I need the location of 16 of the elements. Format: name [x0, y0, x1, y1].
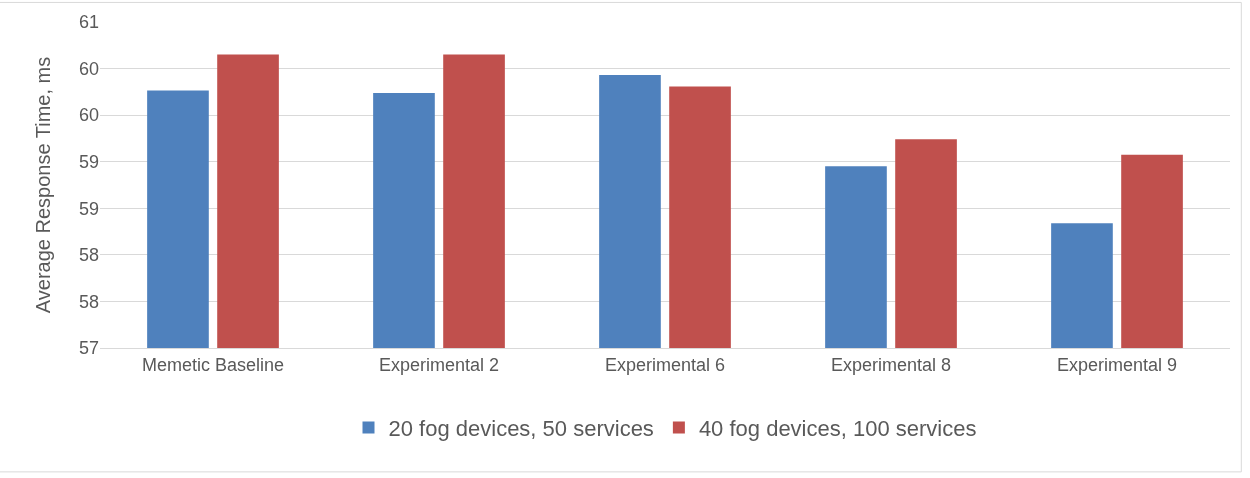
y-tick-label: 57 — [78, 338, 99, 359]
y-tick-label: 60 — [78, 58, 99, 79]
y-axis-title: Average Response Time, ms — [32, 56, 54, 314]
y-tick-label: 61 — [78, 12, 99, 33]
x-tick-label: Experimental 9 — [1056, 354, 1178, 375]
x-tick-label: Experimental 8 — [830, 354, 952, 375]
y-tick-label: 60 — [78, 105, 99, 126]
x-tick-label: Experimental 2 — [378, 354, 500, 375]
y-tick-label: 58 — [78, 291, 99, 312]
y-tick-label: 59 — [78, 198, 99, 219]
x-tick-label: Experimental 6 — [604, 354, 726, 375]
legend-label: 20 fog devices, 50 services — [388, 416, 654, 442]
x-tick-label: Memetic Baseline — [141, 354, 285, 375]
legend-label: 40 fog devices, 100 services — [698, 416, 977, 442]
y-tick-label: 59 — [78, 151, 99, 172]
y-tick-label: 58 — [78, 245, 99, 266]
